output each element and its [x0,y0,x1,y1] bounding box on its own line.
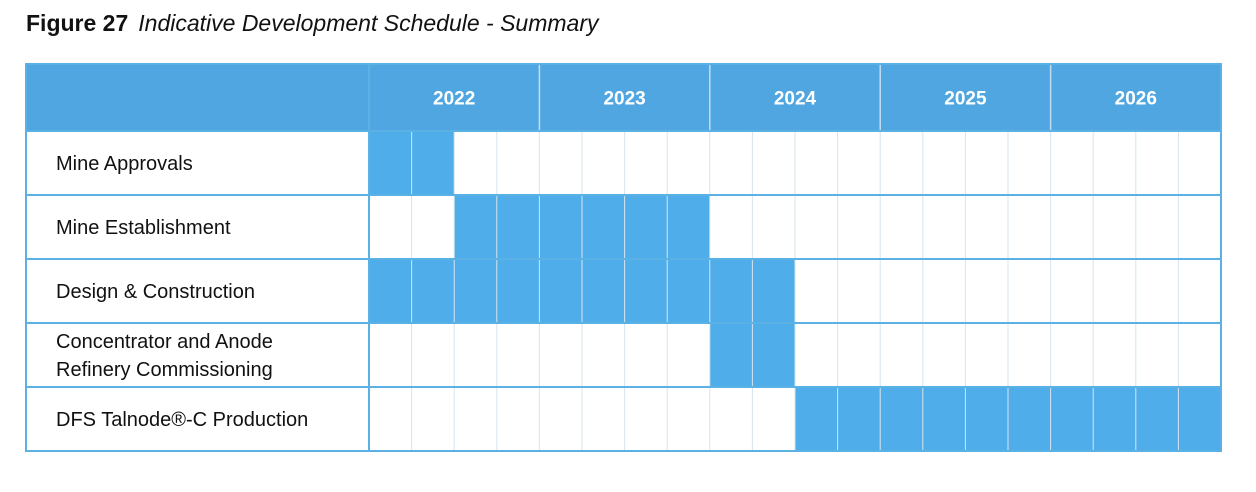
year-label-2022: 2022 [433,89,475,110]
figure-caption: Indicative Development Schedule - Summar… [138,10,599,36]
figure-title: Figure 27 Indicative Development Schedule… [26,10,598,37]
task-label: Concentrator and Anode [56,331,273,353]
year-label-2025: 2025 [944,89,987,110]
task-label: Mine Approvals [56,153,193,175]
figure-number: Figure 27 [26,10,129,36]
task-label: Mine Establishment [56,217,231,239]
table-border [25,63,1222,452]
year-label-2024: 2024 [774,89,817,110]
year-label-2026: 2026 [1115,89,1157,110]
task-label: DFS Talnode®-C Production [56,409,308,431]
header-band [26,64,1221,131]
task-label: Design & Construction [56,281,255,303]
year-label-2023: 2023 [603,89,645,110]
task-label: Refinery Commissioning [56,359,273,381]
